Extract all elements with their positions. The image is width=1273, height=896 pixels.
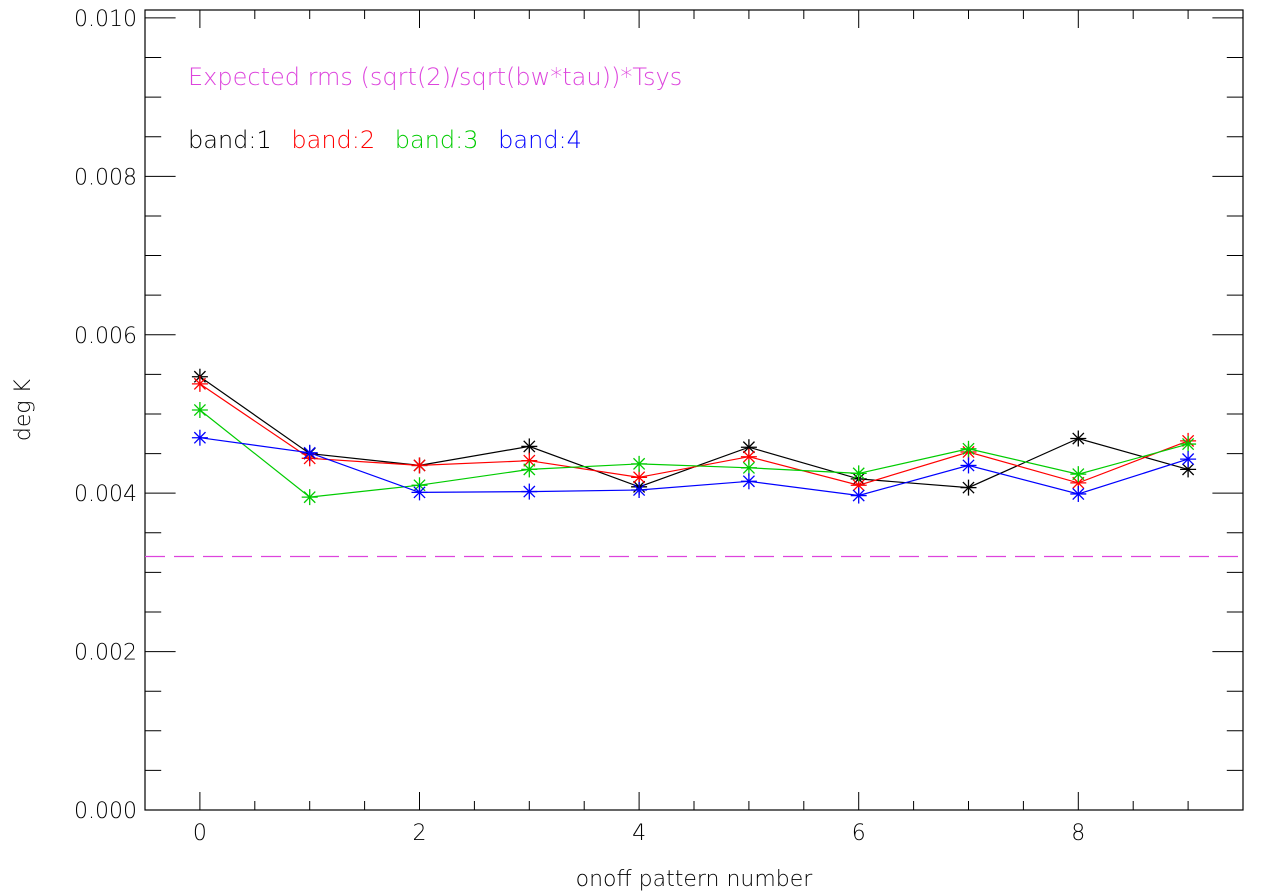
y-tick-label: 0.010 [74, 7, 137, 32]
series-line [199, 409, 1189, 498]
legend-entry-band-3: band:3 [395, 126, 479, 154]
data-point [411, 484, 428, 501]
series-2 [191, 375, 1197, 494]
series-group [191, 368, 1197, 506]
data-point [1180, 451, 1197, 468]
series-line [199, 383, 1189, 486]
data-point [521, 452, 538, 469]
series-1 [191, 368, 1197, 496]
x-tick-label: 6 [852, 821, 866, 846]
data-point [1180, 436, 1197, 453]
data-point [411, 457, 428, 474]
series-3 [191, 402, 1197, 506]
data-point [301, 489, 318, 506]
data-point [850, 465, 867, 482]
data-point [1070, 485, 1087, 502]
data-point [301, 444, 318, 461]
legend-entry-band-2: band:2 [291, 126, 375, 154]
x-tick-label: 8 [1071, 821, 1085, 846]
y-tick-label: 0.006 [74, 324, 137, 349]
data-point [191, 429, 208, 446]
x-axis-label: onoff pattern number [576, 867, 814, 892]
legend-entry-band-1: band:1 [188, 126, 272, 154]
data-point [740, 459, 757, 476]
y-tick-label: 0.008 [74, 165, 137, 190]
x-tick-label: 0 [193, 821, 207, 846]
data-point [521, 461, 538, 478]
data-point [631, 455, 648, 472]
x-tick-label: 4 [632, 821, 646, 846]
data-point [740, 473, 757, 490]
data-point [1180, 461, 1197, 478]
legend: band:1 band:2 band:3 band:4 [188, 126, 582, 154]
data-point [191, 402, 208, 418]
y-tick-label: 0.004 [74, 482, 137, 507]
y-tick-label: 0.002 [74, 641, 137, 666]
data-point [631, 482, 648, 498]
data-point [960, 457, 977, 474]
data-point [1070, 430, 1087, 447]
data-point [960, 440, 977, 457]
legend-entry-band-4: band:4 [498, 126, 582, 154]
data-point [740, 448, 757, 465]
axis-tick-labels: 0 2 4 6 8 0.000 0.002 0.004 0.006 0.008 0.010 [74, 7, 1085, 846]
data-point [740, 439, 757, 456]
data-point [191, 375, 208, 392]
reference-line-label: Expected rms (sqrt(2)/sqrt(bw*tau))*Tsys [188, 63, 682, 91]
axis-ticks [145, 10, 1243, 811]
series-4 [191, 429, 1197, 504]
data-point [850, 487, 867, 504]
series-line [199, 437, 1189, 497]
data-point [521, 483, 538, 500]
data-point [1070, 466, 1087, 483]
y-tick-label: 0.000 [74, 799, 137, 824]
y-axis-label: deg K [11, 378, 36, 441]
series-line [199, 376, 1189, 489]
data-point [521, 438, 538, 455]
x-tick-label: 2 [413, 821, 427, 846]
data-point [960, 479, 977, 496]
